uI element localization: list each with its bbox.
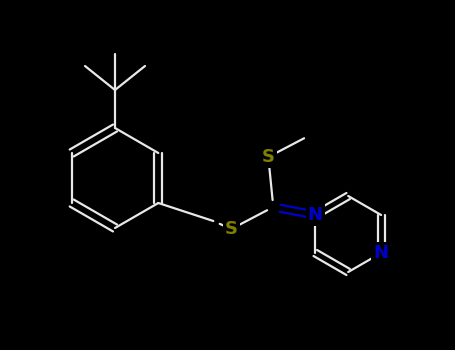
Text: N: N bbox=[374, 244, 389, 262]
Text: S: S bbox=[262, 148, 275, 166]
Text: N: N bbox=[308, 206, 323, 224]
Text: S: S bbox=[225, 220, 238, 238]
Text: N: N bbox=[308, 206, 323, 224]
